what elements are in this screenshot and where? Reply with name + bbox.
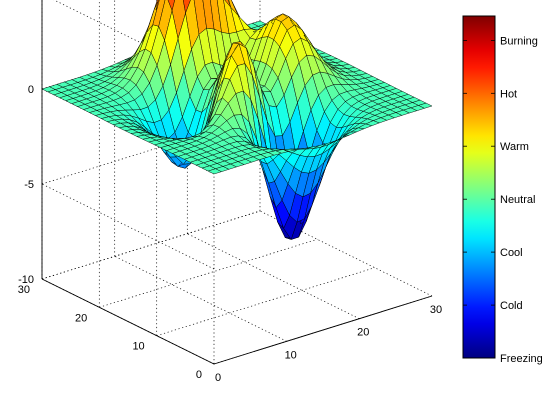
colorbar-gradient <box>462 15 496 359</box>
grid-line <box>156 267 375 337</box>
grid-line <box>53 0 215 80</box>
colorbar-label: Warm <box>500 141 529 153</box>
y-tick-label: 0 <box>196 369 202 381</box>
colorbar: Freezing Cold Cool Neutral Warm Hot Burning <box>462 15 543 365</box>
y-tick-label: 10 <box>132 341 144 353</box>
grid-line <box>187 233 360 320</box>
z-tick-label: -5 <box>24 179 34 191</box>
surface-patch <box>167 0 176 11</box>
z-tick-label: -10 <box>18 274 34 286</box>
grid-line <box>41 183 215 270</box>
z-tick-label: 0 <box>28 84 34 96</box>
colorbar-label: Burning <box>500 35 538 47</box>
x-tick-label: 20 <box>357 327 369 339</box>
colorbar-label: Freezing <box>500 353 543 365</box>
colorbar-label: Neutral <box>500 194 535 206</box>
colorbar-label: Cool <box>500 247 523 259</box>
surface-patch <box>182 0 191 14</box>
grid-line <box>41 210 261 280</box>
y-tick-label: 30 <box>18 284 30 296</box>
y-tick-label: 20 <box>75 312 87 324</box>
colorbar-label: Hot <box>500 88 517 100</box>
x-tick-label: 30 <box>430 304 442 316</box>
y-axis-line <box>41 278 215 365</box>
surface-patch <box>154 0 159 10</box>
grid-line <box>114 255 287 342</box>
x-tick-label: 0 <box>215 372 221 384</box>
surface-mesh <box>41 0 433 240</box>
z-tick-label: 5 <box>28 0 34 1</box>
axis-ticks: -10-5051001020300102030 <box>18 0 442 384</box>
x-tick-label: 10 <box>285 349 297 361</box>
grid-line <box>99 238 318 308</box>
surface-patch <box>418 102 433 109</box>
x-axis-line <box>213 295 433 365</box>
colorbar-label: Cold <box>500 300 523 312</box>
